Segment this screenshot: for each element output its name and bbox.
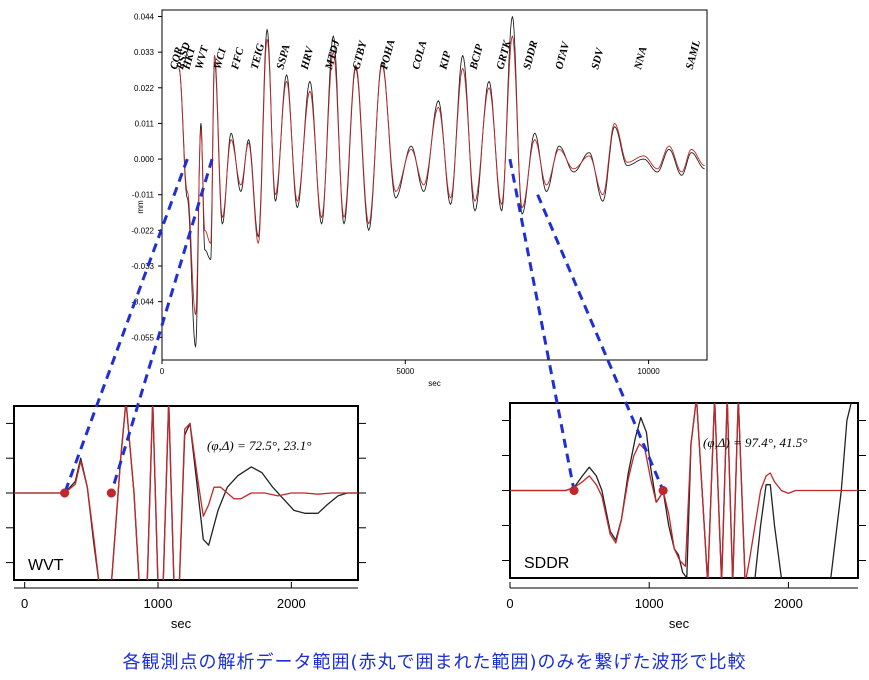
wvt-traces <box>14 406 358 580</box>
wvt-station-name: WVT <box>28 557 64 574</box>
sddr-x-tick-label: 1000 <box>635 596 664 611</box>
station-label-cola: COLA <box>410 39 429 70</box>
main-x-tick-label: 5000 <box>396 367 414 376</box>
sddr-x-tick-label: 2000 <box>774 596 803 611</box>
sddr-x-axis-label: sec <box>669 616 690 631</box>
main-chart: 0.044 0.033 0.022 0.011 0.000 -0.011 -0.022 -0.… <box>131 9 708 388</box>
main-y-tick-label: -0.022 <box>131 226 154 235</box>
main-y-tick-label: 0.044 <box>134 12 155 21</box>
main-y-tick-label: 0.011 <box>135 119 155 128</box>
wvt-x-axis-label: sec <box>171 616 192 631</box>
station-label-nna: NNA <box>632 45 650 72</box>
link-sddr-end <box>536 194 665 492</box>
main-y-tick-label: -0.044 <box>131 298 154 307</box>
station-label-sddr: SDDR <box>521 39 540 70</box>
wvt-x-tick-label: 0 <box>21 596 28 611</box>
station-label-wci: WCI <box>212 46 229 70</box>
main-y-tick-label: -0.033 <box>131 262 154 271</box>
wvt-x-tick-label: 1000 <box>144 596 173 611</box>
sddr-window-dot-1 <box>569 486 579 495</box>
main-x-axis-label: sec <box>428 379 440 388</box>
main-x-tick-label: 10000 <box>637 367 660 376</box>
station-label-otav: OTAV <box>553 39 572 71</box>
station-label-saml: SAML <box>684 38 703 70</box>
station-label-gtby: GTBY <box>350 39 369 71</box>
sddr-synthetic-trace <box>510 403 858 578</box>
main-y-tick-label: 0.000 <box>134 155 155 164</box>
link-sddr-start <box>508 158 576 491</box>
station-label-sspa: SSPA <box>274 43 292 71</box>
sddr-traces <box>510 403 858 578</box>
sddr-panel: SDDR (φ,Δ) = 97.4°, 41.5° 0 1000 2000 sec <box>502 402 866 631</box>
link-wvt-end <box>109 158 214 494</box>
station-label-wvt: WVT <box>193 43 211 70</box>
main-y-tick-label: -0.011 <box>132 191 155 200</box>
main-y-tick-label: -0.055 <box>131 333 154 342</box>
station-label-ffc: FFC <box>229 46 247 72</box>
main-y-axis-label: mm <box>136 200 145 214</box>
station-label-mtdj: MTDJ <box>323 38 343 71</box>
sddr-station-name: SDDR <box>524 555 569 572</box>
station-label-grtk: GRTK <box>494 39 513 71</box>
station-label-sdv: SDV <box>589 45 607 70</box>
wvt-x-tick-label: 2000 <box>277 596 306 611</box>
main-x-tick-label: 0 <box>160 367 165 376</box>
main-synthetic-trace <box>178 35 705 316</box>
wvt-synthetic-trace <box>14 406 358 580</box>
sddr-observed-trace <box>510 403 852 578</box>
main-y-tick-label: 0.022 <box>134 84 155 93</box>
wvt-panel: WVT (φ,Δ) = 72.5°, 23.1° 0 1000 2000 sec <box>6 405 366 631</box>
station-label-kip: KIP <box>437 50 454 72</box>
wvt-annotation: (φ,Δ) = 72.5°, 23.1° <box>207 438 311 453</box>
wvt-window-dot-1 <box>60 488 70 498</box>
wvt-window-dot-2 <box>106 488 116 498</box>
main-y-tick-label: 0.033 <box>134 48 155 57</box>
station-label-cor: COR <box>168 46 185 71</box>
sddr-annotation: (φ,Δ) = 97.4°, 41.5° <box>703 435 807 450</box>
station-label-poha: POHA <box>378 38 398 71</box>
figure-caption: 各観測点の解析データ範囲(赤丸で囲まれた範囲)のみを繋げた波形で比較 <box>122 652 747 673</box>
station-label-hrv: HRV <box>299 44 317 72</box>
main-plot-frame <box>161 9 708 361</box>
sddr-x-tick-label: 0 <box>506 596 513 611</box>
sddr-window-dot-2 <box>658 486 668 495</box>
station-label-bcip: BCIP <box>467 43 486 72</box>
